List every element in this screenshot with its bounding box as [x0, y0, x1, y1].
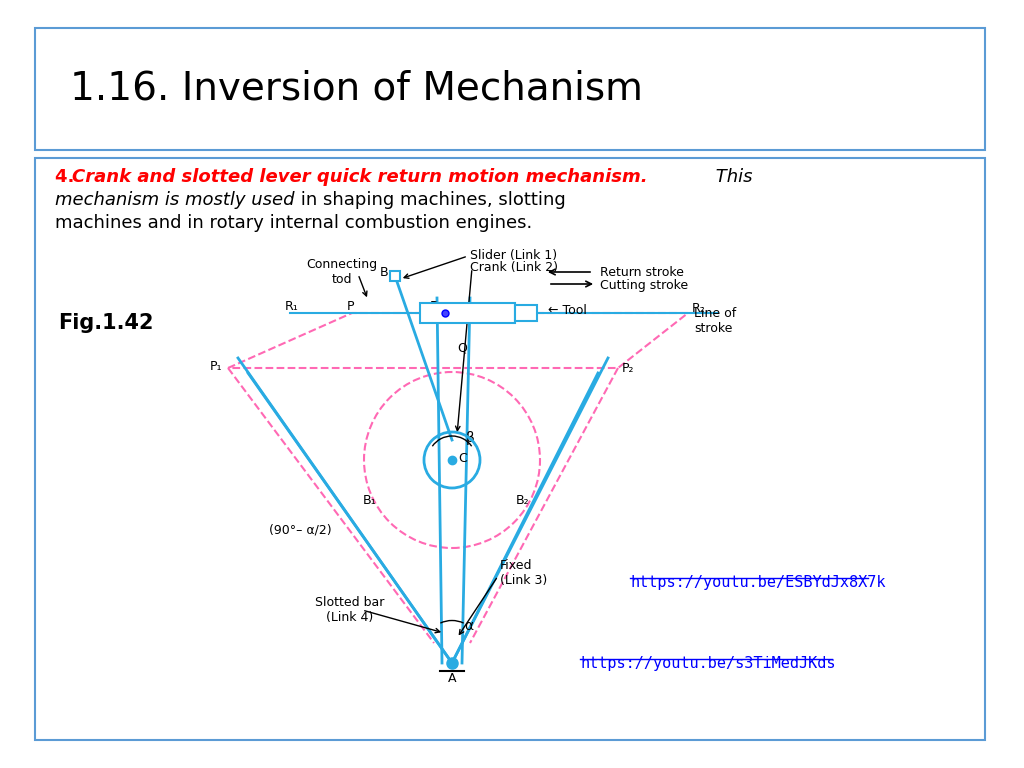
Text: Slotted bar
(Link 4): Slotted bar (Link 4) [315, 596, 385, 624]
Text: α: α [464, 619, 473, 633]
Text: B: B [379, 266, 388, 279]
Text: P: P [346, 300, 353, 313]
Text: C: C [458, 452, 467, 465]
FancyBboxPatch shape [515, 305, 537, 321]
Text: Fig.1.42: Fig.1.42 [58, 313, 154, 333]
Text: Return stroke: Return stroke [600, 266, 684, 279]
Text: Slider (Link 1): Slider (Link 1) [470, 250, 557, 263]
Text: mechanism is mostly used: mechanism is mostly used [55, 191, 295, 209]
Text: Crank (Link 2): Crank (Link 2) [470, 261, 558, 274]
Text: This: This [710, 168, 753, 186]
Text: machines and in rotary internal combustion engines.: machines and in rotary internal combusti… [55, 214, 532, 232]
Text: (90°– α/2): (90°– α/2) [268, 524, 332, 537]
Text: Line of
stroke: Line of stroke [694, 307, 736, 335]
Text: Ram: Ram [447, 303, 476, 316]
FancyBboxPatch shape [420, 303, 515, 323]
Text: β: β [466, 431, 475, 445]
Text: 1.16. Inversion of Mechanism: 1.16. Inversion of Mechanism [70, 69, 643, 107]
Text: ← Tool: ← Tool [548, 304, 587, 317]
Text: A: A [447, 672, 457, 685]
Text: P₁: P₁ [210, 359, 222, 372]
Text: B₁: B₁ [362, 494, 376, 507]
Text: R₁: R₁ [285, 300, 299, 313]
Text: Cutting stroke: Cutting stroke [600, 280, 688, 293]
Text: https://youtu.be/s3TiMedJKds: https://youtu.be/s3TiMedJKds [580, 656, 836, 671]
Text: Fixed
(Link 3): Fixed (Link 3) [500, 559, 547, 587]
Text: 4.: 4. [55, 168, 81, 186]
Text: https://youtu.be/ESBYdJx8X7k: https://youtu.be/ESBYdJx8X7k [630, 575, 886, 590]
Text: B: B [429, 300, 438, 313]
Text: Crank and slotted lever quick return motion mechanism.: Crank and slotted lever quick return mot… [72, 168, 647, 186]
Text: B₂: B₂ [516, 494, 529, 507]
Text: P₂: P₂ [622, 362, 635, 375]
FancyBboxPatch shape [35, 28, 985, 150]
Text: Q: Q [457, 342, 467, 355]
Text: in shaping machines, slotting: in shaping machines, slotting [295, 191, 565, 209]
FancyBboxPatch shape [35, 158, 985, 740]
Text: Connecting
tod: Connecting tod [306, 258, 378, 286]
Text: R₂: R₂ [692, 302, 706, 315]
